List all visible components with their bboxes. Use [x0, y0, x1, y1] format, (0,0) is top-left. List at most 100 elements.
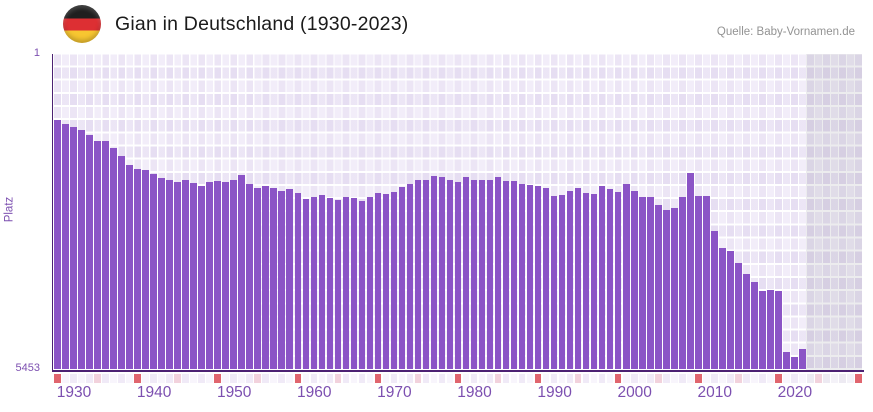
bar-1946[interactable] [182, 179, 189, 370]
bar-2008[interactable] [678, 196, 686, 370]
bar-1969[interactable] [366, 196, 374, 370]
bar-1939[interactable] [126, 164, 133, 370]
bar-2009[interactable] [686, 173, 694, 370]
year-marker-1992 [550, 373, 558, 383]
bar-1940[interactable] [134, 169, 141, 370]
bar-1979[interactable] [446, 179, 454, 370]
bar-1930[interactable] [54, 119, 61, 370]
bar-1988[interactable] [518, 183, 526, 370]
bar-1950[interactable] [214, 180, 221, 370]
bar-1966[interactable] [342, 196, 350, 370]
bar-2020[interactable] [775, 291, 782, 370]
bar-1991[interactable] [542, 188, 550, 370]
bar-1960[interactable] [294, 193, 302, 370]
bar-2016[interactable] [743, 274, 750, 370]
bar-1959[interactable] [286, 189, 294, 370]
bar-2010[interactable] [695, 195, 702, 370]
bar-2001[interactable] [622, 184, 630, 370]
bar-2014[interactable] [727, 250, 734, 370]
bar-1972[interactable] [390, 191, 398, 370]
bar-1971[interactable] [382, 194, 390, 370]
bar-2004[interactable] [646, 197, 654, 370]
bar-2017[interactable] [751, 281, 758, 370]
bar-1933[interactable] [78, 130, 85, 370]
bar-1936[interactable] [102, 141, 109, 370]
bar-1980[interactable] [454, 181, 462, 370]
bar-1935[interactable] [94, 140, 101, 370]
year-marker-2006 [662, 373, 670, 383]
bar-1975[interactable] [414, 179, 422, 370]
bar-1986[interactable] [502, 180, 510, 370]
bar-1989[interactable] [526, 185, 534, 370]
bar-1951[interactable] [222, 181, 229, 370]
bar-1944[interactable] [166, 180, 173, 370]
bar-2015[interactable] [735, 262, 742, 370]
bar-2000[interactable] [614, 191, 622, 370]
year-marker-1986 [502, 373, 510, 383]
bar-1942[interactable] [150, 174, 157, 370]
bar-1948[interactable] [198, 185, 205, 370]
bar-1973[interactable] [398, 186, 406, 370]
bar-1976[interactable] [422, 179, 430, 370]
bar-2003[interactable] [638, 197, 646, 370]
bar-1941[interactable] [142, 170, 149, 370]
bar-2023[interactable] [799, 348, 806, 370]
bar-1956[interactable] [262, 185, 270, 370]
bar-1990[interactable] [534, 186, 542, 370]
bar-1987[interactable] [510, 180, 518, 370]
bar-1999[interactable] [606, 189, 614, 370]
bar-2019[interactable] [767, 290, 774, 370]
bar-1958[interactable] [278, 190, 286, 370]
bar-2006[interactable] [662, 210, 670, 370]
bar-2005[interactable] [654, 204, 662, 370]
year-marker-2014 [727, 373, 734, 383]
bar-2007[interactable] [670, 208, 678, 370]
x-tick-2000: 2000 [617, 384, 652, 401]
bar-1967[interactable] [350, 198, 358, 370]
bar-1964[interactable] [326, 197, 334, 370]
bar-1938[interactable] [118, 155, 125, 370]
bar-1965[interactable] [334, 200, 342, 370]
bar-1978[interactable] [438, 176, 446, 370]
bar-1945[interactable] [174, 182, 181, 370]
year-marker-1933 [78, 373, 85, 383]
bar-1993[interactable] [558, 194, 566, 370]
bar-1931[interactable] [62, 123, 69, 370]
bar-1962[interactable] [310, 196, 318, 370]
bar-1994[interactable] [566, 191, 574, 370]
bar-2011[interactable] [703, 195, 710, 370]
bar-1983[interactable] [478, 179, 486, 370]
bar-2012[interactable] [711, 231, 718, 370]
bar-1977[interactable] [430, 175, 438, 370]
bar-2013[interactable] [719, 248, 726, 370]
bar-1984[interactable] [486, 179, 494, 370]
bar-1963[interactable] [318, 195, 326, 370]
bar-1981[interactable] [462, 177, 470, 370]
bar-1954[interactable] [246, 184, 254, 370]
bar-1947[interactable] [190, 182, 197, 370]
bar-1934[interactable] [86, 134, 93, 370]
bar-1957[interactable] [270, 188, 278, 370]
bar-1995[interactable] [574, 188, 582, 370]
bar-1970[interactable] [374, 193, 382, 370]
bar-1949[interactable] [206, 182, 213, 370]
bar-1996[interactable] [582, 192, 590, 370]
bar-1955[interactable] [254, 187, 262, 370]
bar-1937[interactable] [110, 148, 117, 370]
bar-1952[interactable] [230, 179, 237, 370]
bar-2018[interactable] [759, 290, 766, 370]
bar-1992[interactable] [550, 195, 558, 370]
bar-1961[interactable] [302, 198, 310, 370]
bar-1998[interactable] [598, 185, 606, 370]
bar-1943[interactable] [158, 178, 165, 370]
bar-1985[interactable] [494, 177, 502, 370]
bar-1974[interactable] [406, 184, 414, 370]
bar-1982[interactable] [470, 179, 478, 370]
bar-1997[interactable] [590, 194, 598, 370]
bar-2002[interactable] [630, 190, 638, 370]
bar-1932[interactable] [70, 127, 77, 370]
bar-1968[interactable] [358, 200, 366, 370]
bar-2022[interactable] [791, 356, 798, 370]
bar-2021[interactable] [783, 351, 790, 370]
bar-1953[interactable] [238, 175, 246, 370]
